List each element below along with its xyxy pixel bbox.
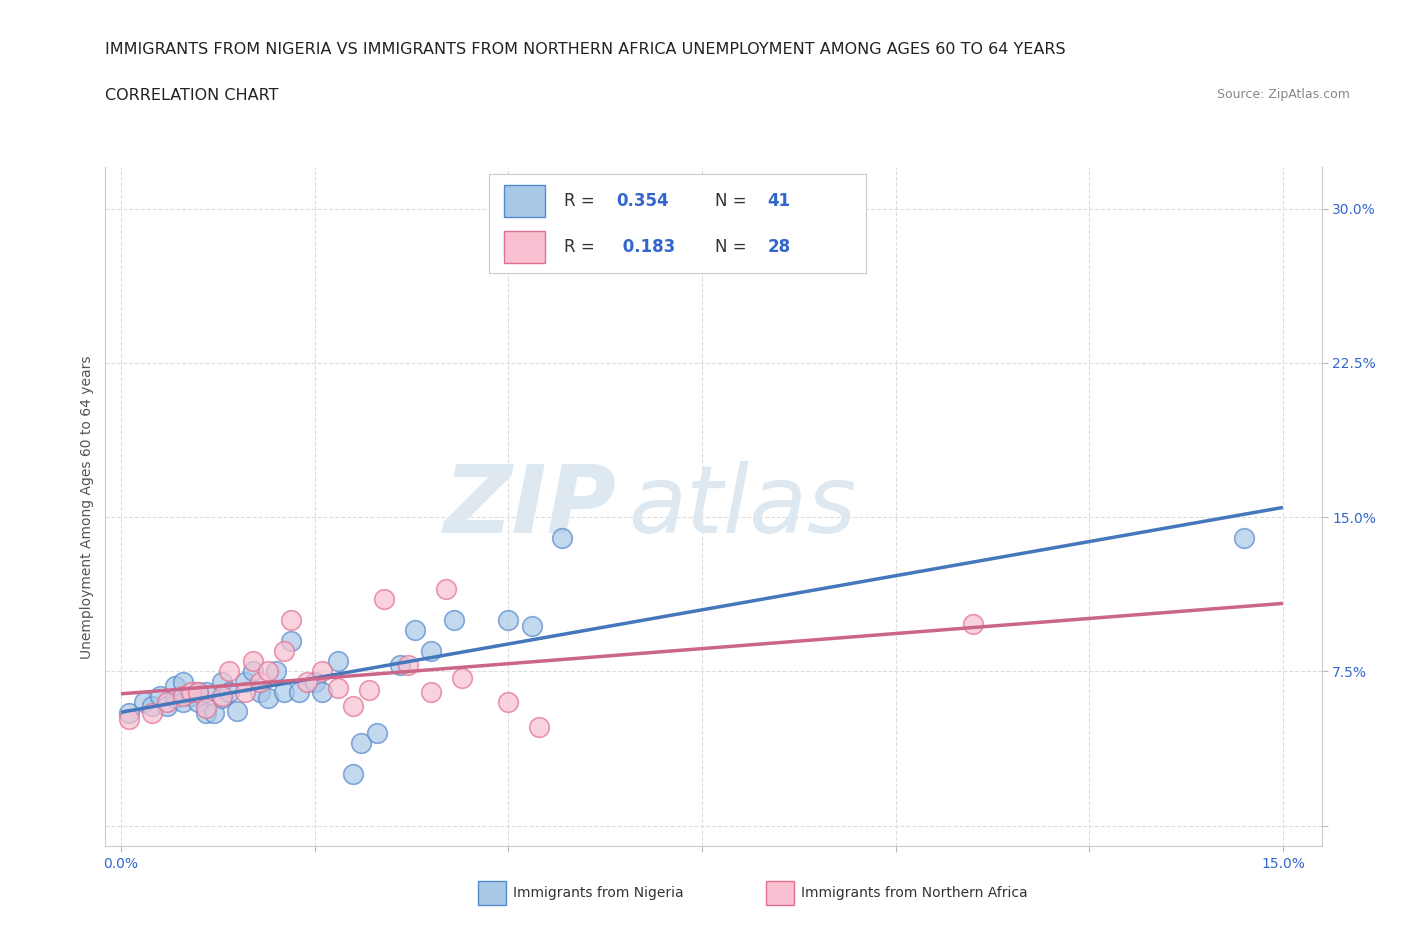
Point: [257, 691, 280, 706]
Point: [388, 658, 411, 672]
Point: [280, 633, 302, 648]
Point: [295, 674, 318, 689]
Point: [1233, 530, 1256, 545]
Point: [156, 699, 179, 714]
Point: [165, 691, 187, 706]
Point: [450, 671, 472, 685]
Point: [264, 664, 287, 679]
Point: [404, 623, 426, 638]
Point: [496, 695, 519, 710]
Point: [962, 617, 984, 631]
Point: [141, 699, 163, 714]
Text: atlas: atlas: [628, 461, 856, 552]
Text: IMMIGRANTS FROM NIGERIA VS IMMIGRANTS FROM NORTHERN AFRICA UNEMPLOYMENT AMONG AG: IMMIGRANTS FROM NIGERIA VS IMMIGRANTS FR…: [105, 42, 1066, 57]
Point: [118, 705, 141, 720]
Point: [249, 684, 271, 699]
Point: [419, 684, 441, 699]
Text: Immigrants from Northern Africa: Immigrants from Northern Africa: [801, 885, 1028, 900]
Point: [304, 674, 326, 689]
Point: [242, 654, 264, 669]
Point: [226, 703, 249, 718]
Point: [180, 684, 202, 699]
Point: [366, 725, 388, 740]
Point: [311, 664, 333, 679]
Point: [342, 767, 364, 782]
Point: [551, 530, 574, 545]
Point: [141, 705, 163, 720]
Point: [187, 695, 209, 710]
Point: [218, 684, 240, 699]
Point: [419, 644, 441, 658]
Point: [118, 711, 141, 726]
Point: [273, 684, 295, 699]
Point: [211, 691, 233, 706]
Point: [326, 681, 349, 696]
Point: [187, 684, 209, 699]
Text: Immigrants from Nigeria: Immigrants from Nigeria: [513, 885, 683, 900]
Point: [218, 664, 240, 679]
Text: ZIP: ZIP: [443, 461, 616, 552]
Point: [233, 684, 256, 699]
Point: [249, 674, 271, 689]
Point: [529, 720, 551, 735]
Point: [288, 684, 311, 699]
Y-axis label: Unemployment Among Ages 60 to 64 years: Unemployment Among Ages 60 to 64 years: [80, 355, 94, 658]
Text: CORRELATION CHART: CORRELATION CHART: [105, 88, 278, 103]
Point: [187, 684, 209, 699]
Point: [172, 689, 194, 704]
Point: [211, 689, 233, 704]
Point: [311, 684, 333, 699]
Point: [434, 581, 457, 596]
Point: [326, 654, 349, 669]
Point: [443, 613, 465, 628]
Point: [396, 658, 419, 672]
Point: [195, 701, 218, 716]
Point: [280, 613, 302, 628]
Point: [149, 689, 172, 704]
Point: [350, 736, 373, 751]
Point: [520, 618, 543, 633]
Point: [496, 613, 519, 628]
Point: [165, 678, 187, 693]
Point: [195, 684, 218, 699]
Point: [195, 705, 218, 720]
Point: [257, 664, 280, 679]
Point: [242, 664, 264, 679]
Point: [180, 689, 202, 704]
Point: [156, 695, 179, 710]
Point: [342, 699, 364, 714]
Point: [202, 705, 225, 720]
Point: [357, 683, 380, 698]
Text: Source: ZipAtlas.com: Source: ZipAtlas.com: [1216, 88, 1350, 101]
Point: [172, 674, 194, 689]
Point: [233, 674, 256, 689]
Point: [134, 695, 156, 710]
Point: [211, 674, 233, 689]
Point: [172, 695, 194, 710]
Point: [273, 644, 295, 658]
Point: [373, 592, 395, 607]
